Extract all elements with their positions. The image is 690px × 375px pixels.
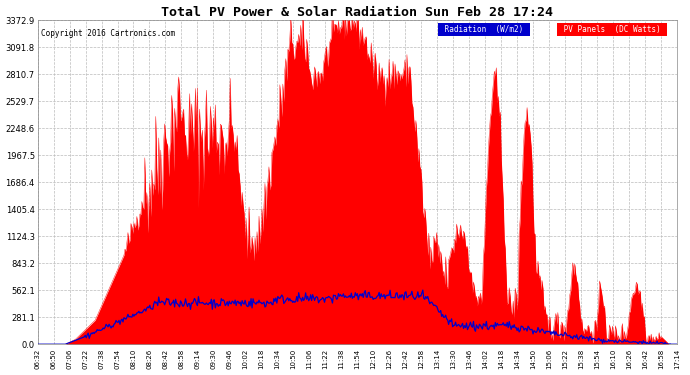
Text: Radiation  (W/m2): Radiation (W/m2)	[440, 25, 529, 34]
Text: PV Panels  (DC Watts): PV Panels (DC Watts)	[559, 25, 665, 34]
Title: Total PV Power & Solar Radiation Sun Feb 28 17:24: Total PV Power & Solar Radiation Sun Feb…	[161, 6, 553, 18]
Text: Copyright 2016 Cartronics.com: Copyright 2016 Cartronics.com	[41, 30, 175, 39]
